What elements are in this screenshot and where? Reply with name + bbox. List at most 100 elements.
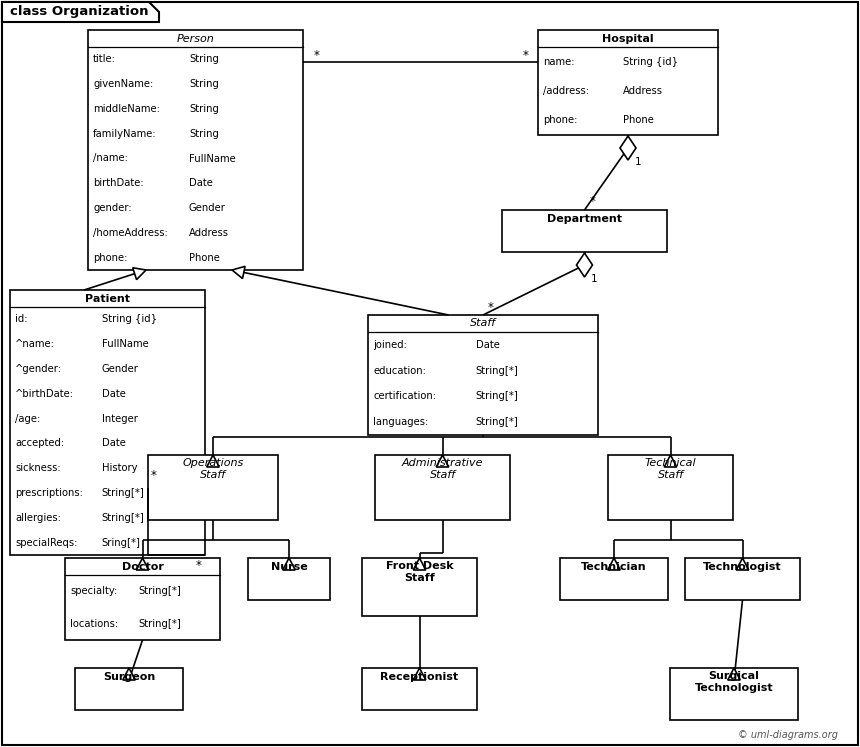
Polygon shape (206, 455, 219, 467)
Bar (560, 558, 668, 600)
Text: Date: Date (101, 388, 126, 399)
Polygon shape (283, 558, 295, 570)
Text: /age:: /age: (15, 414, 40, 424)
Text: String: String (189, 79, 218, 89)
Text: Surgical
Technologist: Surgical Technologist (695, 672, 773, 692)
Text: String[*]: String[*] (476, 391, 519, 401)
Bar (608, 455, 733, 520)
Text: locations:: locations: (70, 619, 118, 629)
Text: middleName:: middleName: (93, 104, 160, 114)
Bar (538, 30, 718, 135)
Text: givenName:: givenName: (93, 79, 153, 89)
Bar (502, 210, 667, 252)
Text: 1: 1 (591, 274, 598, 284)
Bar (685, 558, 800, 600)
Text: History: History (101, 463, 138, 473)
Text: Department: Department (547, 214, 622, 223)
Text: Person: Person (176, 34, 214, 43)
Polygon shape (414, 558, 426, 570)
Text: Date: Date (101, 438, 126, 448)
Text: Gender: Gender (101, 364, 138, 374)
Text: Address: Address (623, 86, 663, 96)
Polygon shape (414, 668, 426, 680)
Text: /address:: /address: (543, 86, 589, 96)
Text: Patient: Patient (85, 294, 130, 303)
Text: String {id}: String {id} (623, 57, 678, 66)
Text: Nurse: Nurse (271, 562, 307, 571)
Text: familyName:: familyName: (93, 128, 157, 139)
Text: String[*]: String[*] (101, 488, 144, 498)
Text: String: String (189, 55, 218, 64)
Text: id:: id: (15, 314, 28, 324)
Bar (362, 558, 477, 616)
Text: String: String (189, 128, 218, 139)
Text: phone:: phone: (543, 115, 577, 125)
Text: String[*]: String[*] (138, 586, 181, 596)
Bar (362, 668, 477, 710)
Text: Front Desk
Staff: Front Desk Staff (385, 561, 453, 583)
Text: Hospital: Hospital (602, 34, 654, 43)
Text: joined:: joined: (373, 340, 407, 350)
Text: accepted:: accepted: (15, 438, 64, 448)
Text: *: * (151, 469, 157, 482)
Bar (670, 668, 798, 720)
Text: Staff: Staff (470, 318, 496, 329)
Text: Technician: Technician (581, 562, 647, 571)
Bar (65, 558, 220, 640)
Bar (10, 290, 205, 555)
Text: *: * (196, 559, 202, 571)
Text: *: * (523, 49, 529, 61)
Text: certification:: certification: (373, 391, 436, 401)
Text: String[*]: String[*] (476, 417, 519, 427)
Text: sickness:: sickness: (15, 463, 60, 473)
Polygon shape (136, 558, 149, 570)
Text: FullName: FullName (101, 339, 149, 349)
Text: education:: education: (373, 365, 426, 376)
Text: Surgeon: Surgeon (103, 672, 155, 681)
Text: specialReqs:: specialReqs: (15, 538, 77, 548)
Polygon shape (232, 267, 245, 279)
Text: Doctor: Doctor (121, 562, 163, 571)
Text: Sring[*]: Sring[*] (101, 538, 140, 548)
Bar (248, 558, 330, 600)
Polygon shape (132, 267, 146, 279)
Text: Operations
Staff: Operations Staff (182, 458, 243, 480)
Text: 1: 1 (635, 157, 642, 167)
Polygon shape (736, 558, 749, 570)
Text: Technologist: Technologist (703, 562, 782, 571)
Text: String[*]: String[*] (101, 512, 144, 523)
Text: Date: Date (189, 179, 212, 188)
Text: Integer: Integer (101, 414, 138, 424)
Polygon shape (436, 455, 449, 467)
Text: phone:: phone: (93, 252, 127, 263)
Text: title:: title: (93, 55, 116, 64)
Text: *: * (590, 196, 595, 208)
Bar (88, 30, 303, 270)
Text: © uml-diagrams.org: © uml-diagrams.org (738, 730, 838, 740)
Bar (375, 455, 510, 520)
Text: ^gender:: ^gender: (15, 364, 62, 374)
Text: birthDate:: birthDate: (93, 179, 144, 188)
Text: specialty:: specialty: (70, 586, 117, 596)
Text: Address: Address (189, 228, 229, 238)
Text: class Organization: class Organization (10, 5, 149, 19)
Text: FullName: FullName (189, 153, 236, 164)
Polygon shape (608, 558, 620, 570)
Polygon shape (576, 253, 593, 277)
Text: String: String (189, 104, 218, 114)
Text: Gender: Gender (189, 203, 226, 213)
Text: *: * (488, 300, 494, 314)
Text: ^name:: ^name: (15, 339, 55, 349)
Text: allergies:: allergies: (15, 512, 61, 523)
Text: name:: name: (543, 57, 574, 66)
Text: Technical
Staff: Technical Staff (645, 458, 697, 480)
Text: languages:: languages: (373, 417, 428, 427)
Text: *: * (314, 49, 320, 61)
Text: Phone: Phone (623, 115, 654, 125)
Text: Phone: Phone (189, 252, 220, 263)
Polygon shape (620, 136, 636, 160)
Text: Receptionist: Receptionist (380, 672, 458, 681)
Text: Date: Date (476, 340, 500, 350)
Polygon shape (728, 668, 740, 680)
Text: /name:: /name: (93, 153, 128, 164)
